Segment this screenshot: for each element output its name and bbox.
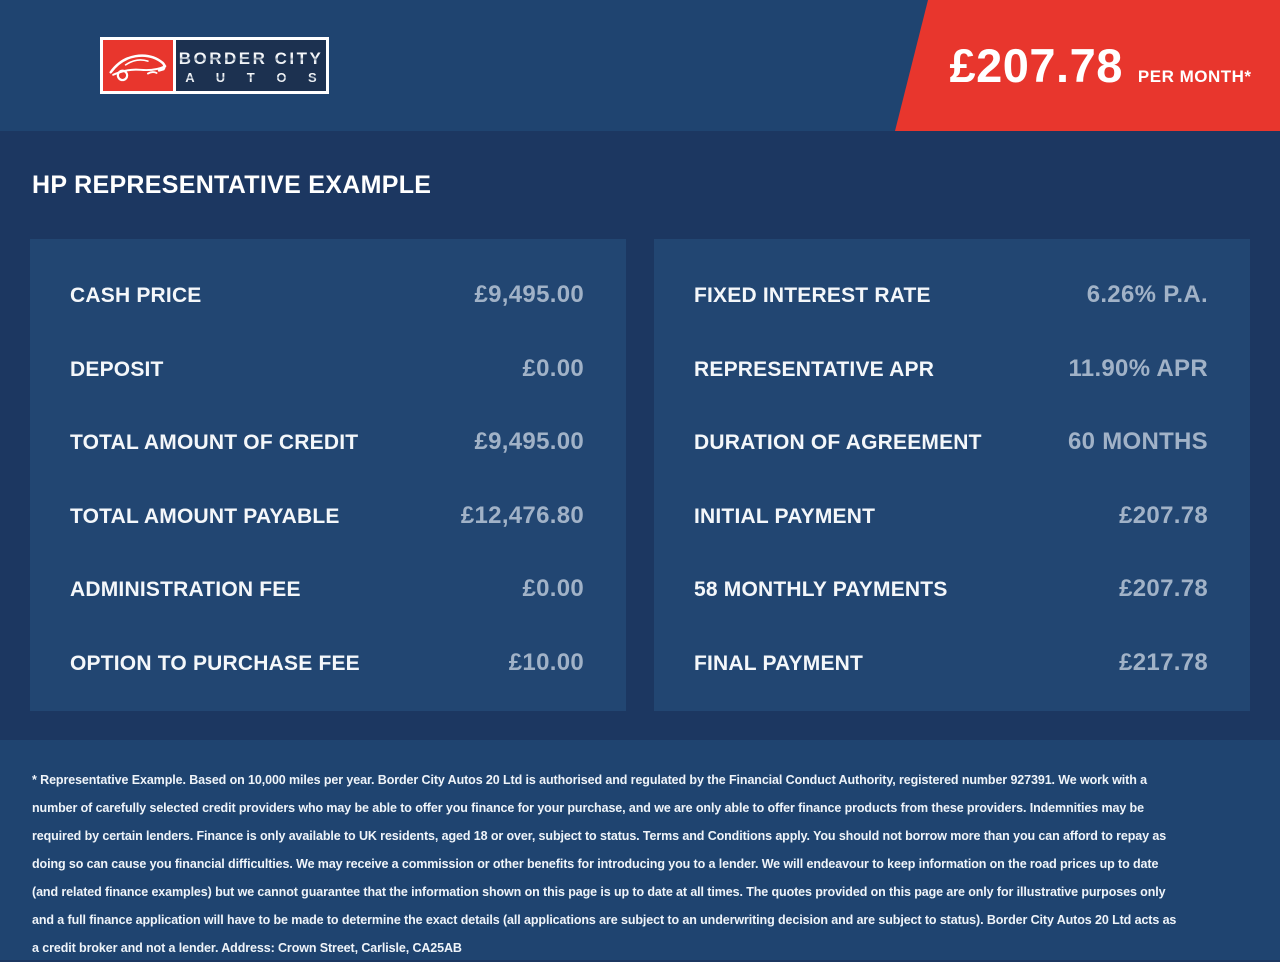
finance-label: REPRESENTATIVE APR (694, 357, 935, 381)
finance-label: 58 MONTHLY PAYMENTS (694, 578, 948, 602)
logo-red-box (103, 40, 173, 91)
finance-row-interest-rate: FIXED INTEREST RATE 6.26% P.A. (694, 281, 1208, 309)
finance-row-cash-price: CASH PRICE £9,495.00 (70, 281, 584, 309)
finance-row-total-credit: TOTAL AMOUNT OF CREDIT £9,495.00 (70, 428, 584, 456)
finance-value: £217.78 (1119, 648, 1208, 676)
finance-panel-right: FIXED INTEREST RATE 6.26% P.A. REPRESENT… (654, 239, 1250, 711)
finance-value: £9,495.00 (474, 281, 584, 308)
car-icon (107, 41, 169, 90)
finance-label: DURATION OF AGREEMENT (694, 431, 982, 455)
brand-name-sub: A U T O S (176, 70, 325, 85)
finance-panels: CASH PRICE £9,495.00 DEPOSIT £0.00 TOTAL… (30, 239, 1250, 711)
finance-row-final-payment: FINAL PAYMENT £217.78 (694, 649, 1208, 677)
monthly-price: £207.78 (949, 39, 1123, 92)
finance-label: TOTAL AMOUNT PAYABLE (70, 504, 340, 528)
finance-row-initial-payment: INITIAL PAYMENT £207.78 (694, 502, 1208, 530)
finance-value: £9,495.00 (474, 428, 584, 456)
main-content: HP REPRESENTATIVE EXAMPLE CASH PRICE £9,… (0, 131, 1280, 740)
finance-row-deposit: DEPOSIT £0.00 (70, 355, 584, 383)
finance-value: 11.90% APR (1068, 354, 1208, 382)
page-header: BORDER CITY A U T O S £207.78 PER MONTH* (0, 0, 1280, 131)
disclaimer-text: * Representative Example. Based on 10,00… (32, 773, 1177, 955)
finance-label: INITIAL PAYMENT (694, 504, 876, 528)
finance-value: £0.00 (522, 575, 584, 603)
finance-panel-left: CASH PRICE £9,495.00 DEPOSIT £0.00 TOTAL… (30, 239, 626, 711)
brand-logo[interactable]: BORDER CITY A U T O S (100, 37, 329, 94)
finance-value: £207.78 (1119, 575, 1208, 603)
finance-value: 6.26% P.A. (1086, 281, 1208, 308)
finance-value: £12,476.80 (460, 501, 584, 529)
page-title: HP REPRESENTATIVE EXAMPLE (32, 171, 432, 199)
finance-label: TOTAL AMOUNT OF CREDIT (70, 431, 359, 455)
page-footer: * Representative Example. Based on 10,00… (0, 740, 1280, 960)
finance-value: £0.00 (522, 354, 584, 382)
finance-label: FINAL PAYMENT (694, 651, 864, 675)
finance-label: CASH PRICE (70, 284, 202, 307)
finance-row-admin-fee: ADMINISTRATION FEE £0.00 (70, 575, 584, 603)
finance-row-apr: REPRESENTATIVE APR 11.90% APR (694, 355, 1208, 383)
finance-label: DEPOSIT (70, 357, 164, 381)
finance-value: 60 MONTHS (1067, 428, 1208, 456)
brand-name: BORDER CITY (178, 48, 324, 68)
finance-row-monthly-payments: 58 MONTHLY PAYMENTS £207.78 (694, 575, 1208, 603)
finance-label: OPTION TO PURCHASE FEE (70, 651, 360, 675)
finance-row-total-payable: TOTAL AMOUNT PAYABLE £12,476.80 (70, 502, 584, 530)
finance-label: FIXED INTEREST RATE (694, 284, 931, 307)
monthly-price-banner: £207.78 PER MONTH* (895, 0, 1280, 131)
finance-row-option-fee: OPTION TO PURCHASE FEE £10.00 (70, 649, 584, 677)
logo-text-box: BORDER CITY A U T O S (173, 40, 326, 91)
finance-label: ADMINISTRATION FEE (70, 578, 301, 602)
monthly-price-suffix: PER MONTH* (1137, 67, 1252, 86)
finance-value: £207.78 (1119, 501, 1208, 529)
finance-row-duration: DURATION OF AGREEMENT 60 MONTHS (694, 428, 1208, 456)
finance-value: £10.00 (508, 648, 584, 676)
